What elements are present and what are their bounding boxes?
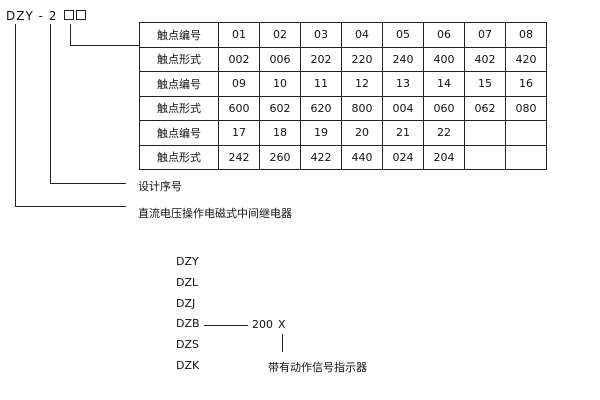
table-cell: 13 <box>382 71 424 97</box>
table-cell: 17 <box>218 120 260 146</box>
table-row: 触点形式 242 260 422 440 024 204 <box>139 144 547 170</box>
table-cell: 600 <box>218 95 260 121</box>
table-cell <box>464 144 506 170</box>
variant-item: DZJ <box>176 296 196 310</box>
table-cell <box>464 120 506 146</box>
table-cell: 204 <box>423 144 465 170</box>
variant-item: DZB <box>176 317 200 331</box>
variant-suffix: X <box>278 318 286 331</box>
variant-item: DZY <box>176 255 199 268</box>
model-prefix: DZY <box>6 9 34 23</box>
table-cell: 402 <box>464 46 506 72</box>
table-cell: 422 <box>300 144 342 170</box>
table-cell: 060 <box>423 95 465 121</box>
table-cell: 19 <box>300 120 342 146</box>
table-cell: 006 <box>259 46 301 72</box>
table-cell: 240 <box>382 46 424 72</box>
table-cell: 800 <box>341 95 383 121</box>
table-row: 触点形式 600 602 620 800 004 060 062 080 <box>139 95 547 121</box>
design-number-connector-line <box>50 24 126 184</box>
model-digit: 2 <box>48 9 58 23</box>
table-cell: 18 <box>259 120 301 146</box>
table-cell: 02 <box>259 22 301 48</box>
table-row: 触点编号 09 10 11 12 13 14 15 16 <box>139 71 547 97</box>
design-number-label: 设计序号 <box>138 180 182 193</box>
relay-type-connector-line <box>15 24 126 207</box>
table-cell: 440 <box>341 144 383 170</box>
table-row: 触点编号 17 18 19 20 21 22 <box>139 120 547 146</box>
table-cell <box>505 144 547 170</box>
table-connector-line <box>70 24 139 46</box>
placeholder-box-icon <box>76 10 87 20</box>
table-row: 触点形式 002 006 202 220 240 400 402 420 <box>139 46 547 72</box>
table-cell: 004 <box>382 95 424 121</box>
table-cell: 062 <box>464 95 506 121</box>
table-cell: 024 <box>382 144 424 170</box>
row-label: 触点编号 <box>139 71 219 97</box>
relay-type-label: 直流电压操作电磁式中间继电器 <box>138 207 292 220</box>
table-cell: 260 <box>259 144 301 170</box>
variant-item: DZK <box>176 359 200 372</box>
table-cell: 08 <box>505 22 547 48</box>
table-cell: 202 <box>300 46 342 72</box>
table-cell: 09 <box>218 71 260 97</box>
table-cell: 11 <box>300 71 342 97</box>
suffix-label: 带有动作信号指示器 <box>268 361 367 374</box>
variant-code: 200 <box>252 318 273 331</box>
contact-table: 触点编号 01 02 03 04 05 06 07 08 触点形式 002 006 202 220 240 4… <box>139 22 547 170</box>
table-cell: 16 <box>505 71 547 97</box>
placeholder-box-icon <box>64 10 75 20</box>
table-cell: 002 <box>218 46 260 72</box>
row-label: 触点形式 <box>139 95 219 121</box>
table-cell: 07 <box>464 22 506 48</box>
variant-item: DZS <box>176 338 199 352</box>
table-cell: 420 <box>505 46 547 72</box>
model-dash: - <box>38 9 44 23</box>
table-cell: 080 <box>505 95 547 121</box>
table-cell: 06 <box>423 22 465 48</box>
table-cell: 602 <box>259 95 301 121</box>
table-row: 触点编号 01 02 03 04 05 06 07 08 <box>139 22 547 48</box>
row-label: 触点形式 <box>139 144 219 170</box>
table-cell: 620 <box>300 95 342 121</box>
table-cell: 12 <box>341 71 383 97</box>
table-cell: 21 <box>382 120 424 146</box>
row-label: 触点形式 <box>139 46 219 72</box>
table-cell: 03 <box>300 22 342 48</box>
table-cell: 05 <box>382 22 424 48</box>
table-cell: 220 <box>341 46 383 72</box>
model-code: DZY - 2 <box>6 9 87 23</box>
table-cell: 400 <box>423 46 465 72</box>
table-cell: 10 <box>259 71 301 97</box>
table-cell: 20 <box>341 120 383 146</box>
row-label: 触点编号 <box>139 22 219 48</box>
table-cell: 15 <box>464 71 506 97</box>
table-cell <box>505 120 547 146</box>
table-cell: 01 <box>218 22 260 48</box>
table-cell: 14 <box>423 71 465 97</box>
row-label: 触点编号 <box>139 120 219 146</box>
table-cell: 22 <box>423 120 465 146</box>
table-cell: 04 <box>341 22 383 48</box>
variant-item: DZL <box>176 275 199 289</box>
table-cell: 242 <box>218 144 260 170</box>
